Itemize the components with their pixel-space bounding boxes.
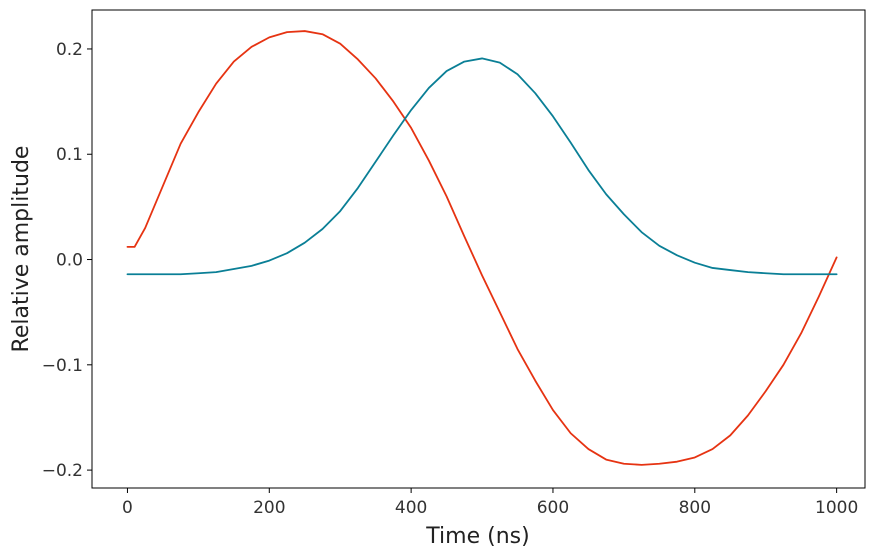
series-line-2 — [126, 57, 838, 276]
x-tick-label: 200 — [253, 498, 285, 518]
y-tick-label: −0.1 — [42, 356, 83, 376]
y-tick-label: 0.2 — [56, 40, 83, 60]
series-line-1 — [126, 30, 838, 466]
y-axis-label: Relative amplitude — [9, 146, 34, 353]
y-tick-label: 0.0 — [56, 251, 83, 271]
x-axis-ticks: 0 200 400 600 800 1000 — [122, 488, 858, 518]
x-tick-label: 800 — [679, 498, 711, 518]
y-tick-label: −0.2 — [42, 461, 83, 481]
series-layer — [126, 30, 838, 466]
y-axis-ticks: −0.2 −0.1 0.0 0.1 0.2 — [42, 40, 92, 481]
x-tick-label: 400 — [395, 498, 427, 518]
x-tick-label: 0 — [122, 498, 133, 518]
plot-frame — [91, 9, 866, 489]
y-tick-label: 0.1 — [56, 145, 83, 165]
x-axis-label: Time (ns) — [425, 524, 529, 549]
x-tick-label: 1000 — [815, 498, 858, 518]
x-tick-label: 600 — [537, 498, 569, 518]
